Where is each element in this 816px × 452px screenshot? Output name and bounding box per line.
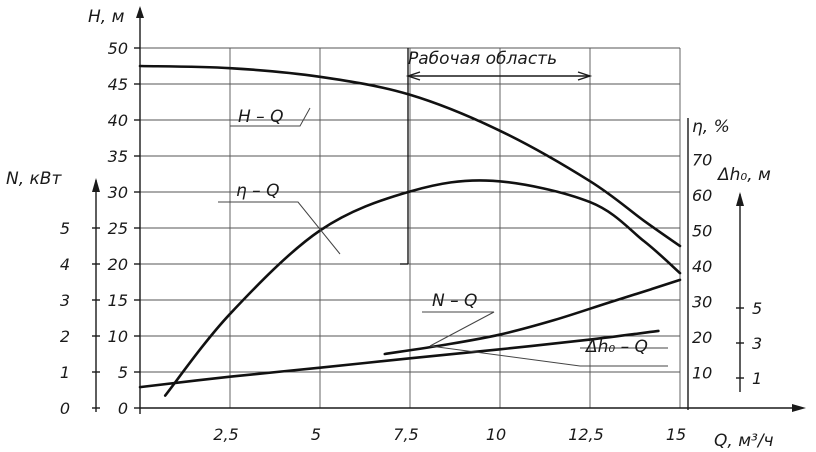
eta-tick-label: 30	[692, 293, 712, 312]
eta-axis-title: η, %	[692, 117, 730, 137]
n-axis-title: N, кВт	[6, 169, 62, 189]
axes	[92, 6, 806, 414]
dh-q-label: Δh₀ – Q	[584, 337, 648, 357]
h-tick-label: 50	[108, 39, 128, 58]
n-tick-label: 2	[60, 327, 70, 346]
eta-tick-label: 40	[692, 257, 712, 276]
h-q-leader	[230, 107, 311, 127]
eta-q-leader	[218, 201, 341, 255]
n-axis-arrow	[92, 178, 100, 192]
dh-tick-label: 3	[752, 334, 762, 353]
n-tick-label: 4	[60, 255, 70, 274]
dh-q-leader-long	[429, 345, 668, 367]
eta-q-curve	[163, 179, 682, 397]
eta-q-label: η – Q	[236, 181, 279, 201]
h-tick-label: 30	[108, 183, 128, 202]
eta-tick-label: 70	[692, 151, 712, 170]
h-tick-label: 45	[108, 75, 128, 94]
h-tick-label: 5	[118, 363, 128, 382]
working-area-label: Рабочая область	[408, 49, 557, 69]
h-tick-label: 0	[118, 399, 128, 418]
n-tick-label: 3	[60, 291, 70, 310]
eta-tick-label: 50	[692, 222, 712, 241]
working-area-arrow-left-head	[405, 71, 421, 81]
h-tick-label: 10	[108, 327, 128, 346]
n-q-curve	[138, 329, 660, 389]
dh-axis-arrow	[736, 192, 744, 206]
working-area-arrow-right-head	[577, 71, 593, 81]
q-tick-label: 10	[486, 425, 506, 444]
h-tick-label: 25	[108, 219, 128, 238]
q-axis-arrow	[792, 404, 806, 412]
n-q-leader	[422, 311, 495, 347]
h-axis-arrow	[136, 6, 144, 18]
h-axis-title: H, м	[88, 7, 125, 27]
h-q-curve	[138, 64, 682, 248]
curves	[138, 64, 682, 397]
dh-q-curve	[383, 278, 682, 356]
q-axis-title: Q, м³/ч	[714, 431, 774, 451]
eta-tick-label: 20	[692, 328, 712, 347]
n-q-label: N – Q	[432, 291, 477, 311]
n-tick-label: 5	[60, 219, 70, 238]
h-tick-label: 35	[108, 147, 128, 166]
q-tick-label: 15	[666, 425, 686, 444]
dh-tick-label: 1	[752, 369, 762, 388]
q-tick-label: 5	[311, 425, 321, 444]
q-tick-label: 2,5	[213, 425, 238, 444]
q-tick-label: 7,5	[393, 425, 418, 444]
dh-tick-label: 5	[752, 299, 762, 318]
h-tick-label: 40	[108, 111, 128, 130]
q-tick-label: 12,5	[568, 425, 604, 444]
h-tick-label: 15	[108, 291, 128, 310]
n-tick-label: 0	[60, 399, 70, 418]
dh-axis-title: Δh₀, м	[716, 165, 771, 185]
n-tick-label: 1	[60, 363, 70, 382]
curve-labels: H – Q η – Q N – Q Δh₀ – Q	[218, 107, 668, 367]
tick-labels: 0510152025303540455001234510203040506070…	[60, 39, 762, 444]
h-tick-label: 20	[108, 255, 128, 274]
h-q-label: H – Q	[238, 107, 283, 127]
eta-tick-label: 60	[692, 186, 712, 205]
eta-tick-label: 10	[692, 364, 712, 383]
